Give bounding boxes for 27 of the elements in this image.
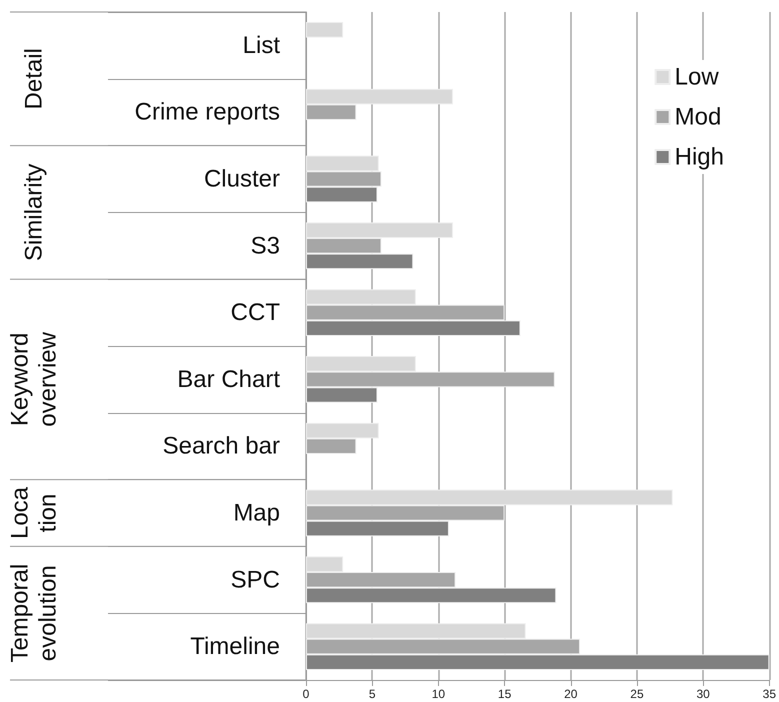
y-tick-label: Crime reports (134, 98, 280, 126)
y-tick-label: Map (233, 500, 280, 526)
y-tick-label: Cluster (204, 166, 280, 192)
y-tick-label: SPC (230, 566, 280, 594)
x-tick-label: 5 (368, 687, 376, 701)
y-tick-label: Search bar (162, 432, 280, 460)
y-tick-label: Bar Chart (177, 366, 280, 393)
x-tick-label: 0 (302, 687, 310, 701)
text: Detail (20, 48, 48, 110)
legend-label: Low (674, 64, 720, 90)
x-tick-label: 30 (696, 687, 710, 701)
x-tick-label: 25 (630, 687, 644, 701)
legend-label: High (674, 144, 724, 170)
text: Similarity (20, 164, 48, 262)
y-tick-label: S3 (250, 232, 280, 260)
text: Loca tion (6, 486, 62, 540)
x-tick-label: 15 (498, 687, 512, 701)
legend-label: Mod (674, 104, 722, 130)
bar (306, 22, 344, 38)
x-tick-label: 35 (762, 687, 776, 701)
y-tick-label: CCT (230, 299, 280, 326)
text: Temporal evolution (6, 564, 62, 663)
x-tick-label: 20 (564, 687, 578, 701)
text: Keyword overview (6, 331, 62, 427)
x-tick-label: 10 (432, 687, 446, 701)
y-tick-label: List (242, 32, 280, 59)
y-tick-label: Timeline (190, 633, 280, 660)
